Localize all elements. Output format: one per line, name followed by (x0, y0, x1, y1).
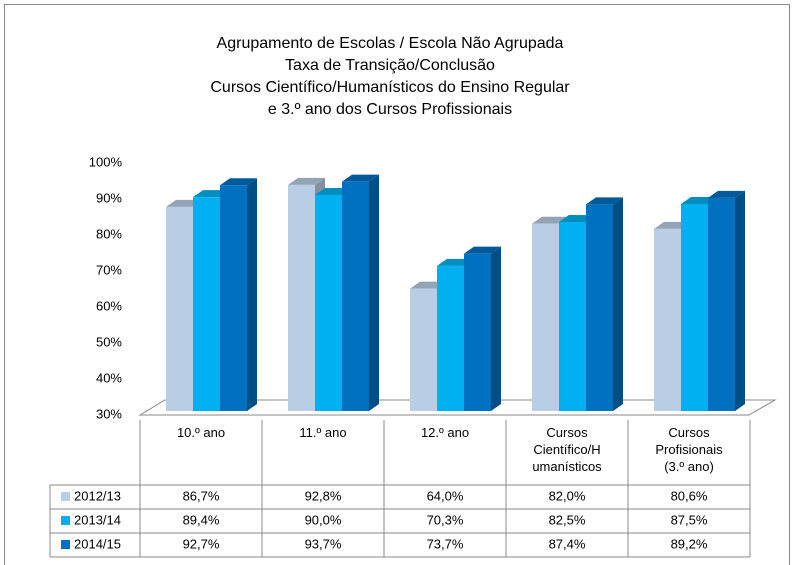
chart-title: Cursos Científico/Humanísticos do Ensino… (210, 79, 570, 96)
data-label: 64,0% (427, 488, 464, 503)
bar-side (735, 190, 745, 411)
data-label: 80,6% (671, 488, 708, 503)
bar (342, 181, 369, 411)
data-label: 90,0% (305, 512, 342, 527)
legend-swatch (61, 540, 70, 549)
bar (681, 204, 708, 411)
legend-label: 2014/15 (74, 536, 121, 551)
bar (288, 184, 315, 411)
x-tick-label: 11.º ano (299, 425, 346, 440)
data-label: 93,7% (305, 536, 342, 551)
data-label: 89,4% (183, 512, 220, 527)
bar (559, 222, 586, 411)
chart-title: Taxa de Transição/Conclusão (285, 57, 495, 74)
data-label: 92,7% (183, 536, 220, 551)
bar (315, 195, 342, 411)
data-label: 82,5% (549, 512, 586, 527)
bar-top (220, 178, 257, 186)
data-label: 92,8% (305, 488, 342, 503)
bar (586, 204, 613, 411)
data-label: 82,0% (549, 488, 586, 503)
x-tick-label: 12.º ano (421, 425, 469, 440)
data-label: 89,2% (671, 536, 708, 551)
bar (437, 265, 464, 411)
x-tick-label: 10.º ano (177, 425, 225, 440)
y-tick-label: 30% (96, 406, 122, 421)
bar-top (464, 246, 501, 254)
data-label: 70,3% (427, 512, 464, 527)
y-tick-label: 50% (96, 334, 122, 349)
bar-top (586, 197, 623, 205)
bar-side (369, 174, 379, 411)
data-label: 87,4% (549, 536, 586, 551)
y-tick-label: 100% (89, 154, 123, 169)
data-label: 73,7% (427, 536, 464, 551)
chart-title: e 3.º ano dos Cursos Profissionais (268, 101, 512, 118)
y-tick-label: 80% (96, 226, 122, 241)
bar (532, 223, 559, 411)
bar-top (342, 174, 379, 182)
bar-side (247, 178, 257, 411)
bar (654, 228, 681, 411)
bar-side (613, 197, 623, 411)
bar-top (288, 177, 325, 185)
legend-swatch (61, 516, 70, 525)
bar (464, 253, 491, 411)
y-tick-label: 90% (96, 190, 122, 205)
bar (410, 288, 437, 411)
data-label: 87,5% (671, 512, 708, 527)
x-tick-label: Cursos Profisionais (3.º ano) (655, 425, 723, 474)
legend-label: 2013/14 (74, 512, 121, 527)
chart-title: Agrupamento de Escolas / Escola Não Agru… (217, 35, 564, 52)
bar (708, 197, 735, 411)
bar (193, 197, 220, 411)
bar (220, 185, 247, 411)
x-tick-label: Cursos Científico/H umanísticos (532, 425, 602, 474)
y-tick-label: 60% (96, 298, 122, 313)
bar-side (491, 246, 501, 411)
legend-swatch (61, 492, 70, 501)
y-tick-label: 40% (96, 370, 122, 385)
legend-label: 2012/13 (74, 488, 121, 503)
y-tick-label: 70% (96, 262, 122, 277)
bar-top (708, 190, 745, 198)
data-label: 86,7% (183, 488, 220, 503)
bar (166, 206, 193, 411)
